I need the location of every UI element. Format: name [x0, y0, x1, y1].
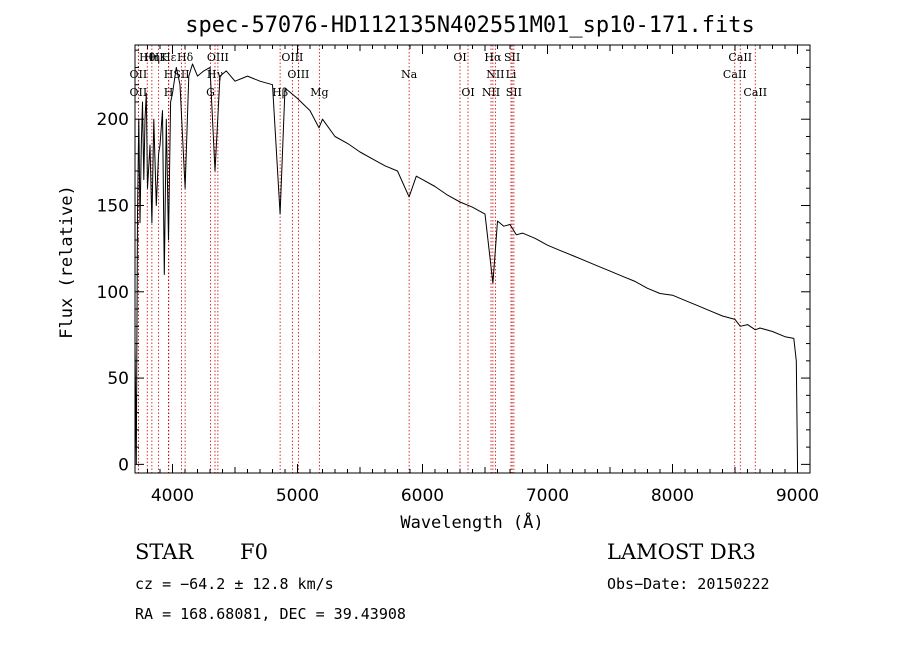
line-label-sii: SII — [504, 51, 520, 64]
line-label-mg: Mg — [310, 86, 328, 99]
y-tick-label: 0 — [118, 455, 129, 475]
line-label-caii: CaII — [743, 86, 767, 99]
spectrum-series-line — [134, 63, 798, 465]
line-label-oiii: OIII — [207, 51, 229, 64]
line-label-g: G — [206, 86, 215, 99]
line-label-hγ: Hγ — [207, 68, 224, 81]
line-label-hα: Hα — [484, 51, 502, 64]
x-axis-label: Wavelength (Å) — [400, 511, 543, 533]
x-tick-label: 7000 — [526, 486, 569, 506]
line-label-oii: OII — [130, 86, 148, 99]
y-tick-label: 50 — [107, 369, 129, 389]
spectral-subclass: F0 — [240, 540, 268, 564]
line-label-oi: OI — [453, 51, 466, 64]
line-label-nii: NII — [482, 86, 500, 99]
x-tick-label: 8000 — [651, 486, 694, 506]
line-label-hβ: Hβ — [272, 86, 288, 99]
y-tick-label: 200 — [97, 110, 129, 130]
plot-frame — [134, 44, 811, 474]
redshift-cz: cz = −64.2 ± 12.8 km/s — [135, 575, 334, 593]
y-axis-label: Flux (relative) — [57, 185, 77, 339]
line-markers — [137, 45, 756, 473]
line-label-hk: HK — [150, 51, 169, 64]
y-axis-ticks: 0 50 100 150 200 — [97, 49, 810, 475]
x-axis-ticks: 4000 5000 6000 7000 8000 9000 — [147, 45, 819, 506]
y-tick-label: 100 — [97, 283, 129, 303]
line-label-sii: SII — [506, 86, 522, 99]
line-label-h: H — [164, 86, 174, 99]
chart-title: spec-57076-HD112135N402551M01_sp10-171.f… — [185, 13, 755, 38]
x-tick-label: 5000 — [276, 486, 319, 506]
line-label-hε: Hε — [161, 51, 177, 64]
line-label-caii: CaII — [723, 68, 747, 81]
line-label-hθ: Hθ — [139, 51, 156, 64]
object-type: STAR — [135, 540, 194, 564]
observation-date: Obs−Date: 20150222 — [607, 575, 770, 593]
line-label-nii: NII — [486, 68, 504, 81]
x-tick-label: 9000 — [776, 486, 819, 506]
survey-name: LAMOST DR3 — [607, 540, 756, 564]
x-tick-label: 6000 — [401, 486, 444, 506]
line-label-li: Li — [506, 68, 517, 81]
coordinates: RA = 168.68081, DEC = 39.43908 — [135, 605, 406, 623]
line-label-h: H — [164, 68, 174, 81]
line-label-hδ: Hδ — [177, 51, 194, 64]
line-label-oi: OI — [461, 86, 474, 99]
line-label-caii: CaII — [728, 51, 752, 64]
line-label-na: Na — [401, 68, 418, 81]
line-label-oiii: OIII — [287, 68, 309, 81]
y-tick-label: 150 — [97, 197, 129, 217]
line-label-hη: Hη — [144, 51, 160, 64]
line-label-oii: OII — [130, 68, 148, 81]
line-label-oiii: OIII — [281, 51, 303, 64]
x-tick-label: 4000 — [151, 486, 194, 506]
